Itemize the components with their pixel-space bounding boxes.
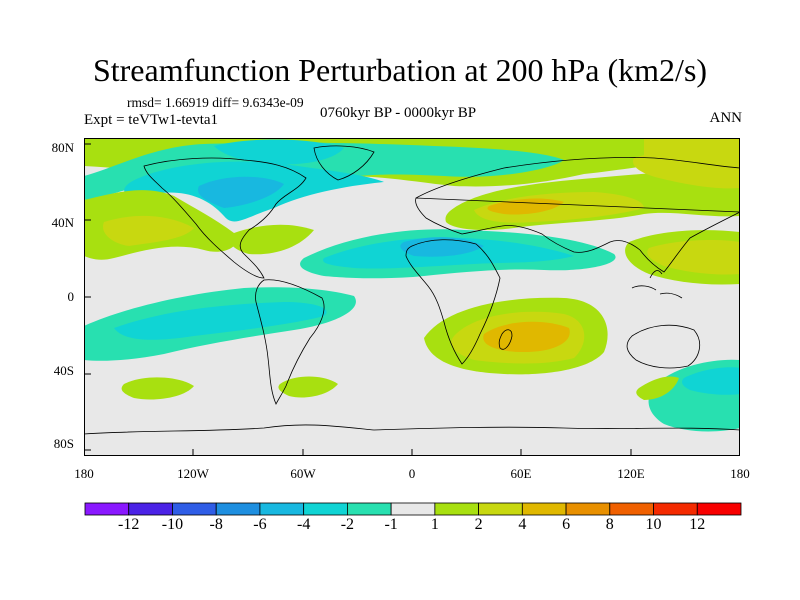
colorbar-label: -6 bbox=[253, 516, 267, 533]
lon-label-180w: 180 bbox=[74, 466, 94, 481]
field-eurasia-positive bbox=[445, 170, 740, 230]
colorbar-swatch bbox=[478, 502, 523, 516]
lon-label-180e: 180 bbox=[730, 466, 750, 481]
colorbar-label: 10 bbox=[645, 516, 662, 533]
colorbar-swatch bbox=[521, 502, 567, 516]
colorbar bbox=[84, 502, 742, 516]
lon-label-0: 0 bbox=[408, 466, 416, 481]
lon-label-120e: 120E bbox=[617, 466, 645, 481]
colorbar-swatch bbox=[609, 502, 654, 516]
colorbar-label: -10 bbox=[161, 516, 184, 533]
lat-label-40s: 40S bbox=[53, 363, 74, 378]
colorbar-label: 2 bbox=[474, 516, 483, 533]
colorbar-swatch bbox=[434, 502, 480, 516]
colorbar-swatch bbox=[259, 502, 305, 516]
coastline-eurasia bbox=[415, 157, 740, 273]
field-tropical-south-pacific-negative bbox=[84, 287, 356, 361]
coastline-south-america bbox=[255, 279, 325, 405]
colorbar-swatch bbox=[172, 502, 217, 516]
colorbar-label: -1 bbox=[384, 516, 398, 533]
lon-label-60w: 60W bbox=[290, 466, 316, 481]
plot-title: Streamfunction Perturbation at 200 hPa (… bbox=[92, 52, 708, 88]
lat-label-80n: 80N bbox=[51, 140, 74, 155]
streamfunction-map bbox=[84, 138, 740, 456]
coastline-maritime-asia bbox=[631, 270, 683, 299]
coastline-madagascar bbox=[498, 329, 513, 350]
field-south-pacific-positive bbox=[121, 377, 194, 400]
lon-label-120w: 120W bbox=[177, 466, 209, 481]
colorbar-label: 6 bbox=[562, 516, 571, 533]
lat-label-80s: 80S bbox=[53, 436, 74, 451]
colorbar-swatch bbox=[128, 502, 173, 516]
colorbar-swatch bbox=[565, 502, 611, 516]
stats-label: rmsd= 1.66919 diff= 9.6343e-09 bbox=[127, 95, 304, 110]
field-north-america-negative bbox=[84, 139, 564, 222]
colorbar-swatch bbox=[215, 502, 261, 516]
coastlines bbox=[84, 145, 740, 435]
coastline-greenland bbox=[313, 145, 375, 181]
field-west-pacific-positive bbox=[625, 230, 740, 285]
lat-label-0: 0 bbox=[67, 289, 75, 304]
coastline-africa bbox=[405, 239, 501, 365]
axis-ticks bbox=[84, 143, 740, 456]
lat-label-40n: 40N bbox=[51, 215, 74, 230]
period-label: 0760kyr BP - 0000kyr BP bbox=[320, 105, 477, 121]
coastline-north-america bbox=[143, 157, 307, 279]
field-gulf-positive bbox=[229, 224, 314, 255]
colorbar-swatch bbox=[653, 502, 698, 516]
season-label: ANN bbox=[709, 110, 743, 126]
colorbar-label: -4 bbox=[296, 516, 311, 533]
colorbar-label: -12 bbox=[118, 516, 140, 533]
colorbar-swatch bbox=[696, 502, 742, 516]
colorbar-label: 1 bbox=[430, 516, 439, 533]
colorbar-swatch bbox=[390, 502, 436, 516]
colorbar-label: -2 bbox=[340, 516, 355, 533]
lon-label-60e: 60E bbox=[510, 466, 532, 481]
field-southern-ocean-negative bbox=[636, 359, 740, 432]
field-south-atlantic-positive bbox=[278, 376, 338, 398]
colorbar-swatch bbox=[303, 502, 348, 516]
coastline-australia bbox=[626, 324, 701, 369]
colorbar-swatch bbox=[84, 502, 130, 516]
field-central-pacific-positive bbox=[84, 190, 237, 260]
colorbar-label: -8 bbox=[209, 516, 223, 533]
colorbar-label: 8 bbox=[605, 516, 614, 533]
colorbar-label: 4 bbox=[518, 516, 527, 533]
field-north-atlantic-negative bbox=[300, 229, 616, 279]
coastline-antarctica bbox=[84, 424, 740, 435]
colorbar-label: 12 bbox=[689, 516, 706, 533]
colorbar-swatch bbox=[346, 502, 392, 516]
experiment-label: Expt = teVTw1-tevta1 bbox=[84, 112, 219, 128]
